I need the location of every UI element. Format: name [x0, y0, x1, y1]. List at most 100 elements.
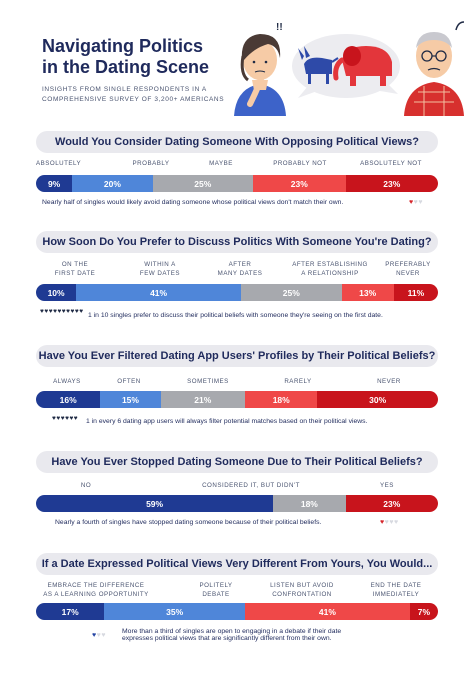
heart-icon: ♥ — [52, 415, 57, 422]
answer-label: CONSIDERED IT, BUT DIDN'T — [202, 482, 300, 489]
bar-segment: 7% — [409, 603, 438, 620]
question-banner: Have You Ever Stopped Dating Someone Due… — [36, 451, 438, 473]
question-text: If a Date Expressed Political Views Very… — [41, 558, 433, 570]
bar-segment: 35% — [104, 603, 246, 620]
bar-segment: 16% — [36, 391, 101, 408]
bar-segment: 11% — [393, 284, 438, 301]
stacked-bar: 16% 15% 21% 18% 30% — [36, 391, 438, 408]
answer-label: PROBABLY NOT — [273, 160, 327, 167]
answer-label: POLITELY DEBATE — [199, 582, 233, 598]
bar-segment: 21% — [160, 391, 246, 408]
heart-icon: ♥ — [96, 632, 102, 639]
insight-note: 1 in every 6 dating app users will alway… — [86, 418, 368, 425]
insight-note: More than a third of singles are open to… — [122, 628, 341, 642]
header: Navigating Politics in the Dating Scene … — [0, 0, 474, 122]
heart-icon: ♥ — [65, 415, 70, 422]
stacked-bar: 59% 18% 23% — [36, 495, 438, 512]
question-text: Have You Ever Stopped Dating Someone Due… — [51, 456, 423, 468]
heart-icon: ♥ — [92, 632, 97, 639]
question-text: Would You Consider Dating Someone With O… — [55, 136, 419, 148]
hearts-rating: ♥♥♥♥♥♥♥♥♥♥ — [40, 308, 84, 315]
hearts-rating: ♥♥♥♥ — [380, 519, 399, 526]
donkey-icon — [298, 46, 339, 84]
bar-segment: 41% — [245, 603, 410, 620]
heart-icon: ♥ — [40, 308, 45, 315]
answer-labels: ABSOLUTELY PROBABLY MAYBE PROBABLY NOT A… — [36, 160, 438, 170]
heart-icon: ♥ — [48, 308, 54, 315]
answer-labels: EMBRACE THE DIFFERENCE AS A LEARNING OPPO… — [36, 582, 438, 600]
insight-note: 1 in 10 singles prefer to discuss their … — [88, 312, 383, 319]
stacked-bar: 10% 41% 25% 13% 11% — [36, 284, 438, 301]
bar-segment: 41% — [76, 284, 241, 301]
answer-labels: ON THE FIRST DATE WITHIN A FEW DATES AFTER… — [36, 261, 438, 279]
heart-icon: ♥ — [57, 308, 62, 315]
question-banner: Would You Consider Dating Someone With O… — [36, 131, 438, 153]
insight-note: Nearly a fourth of singles have stopped … — [55, 519, 322, 526]
heart-icon: ♥ — [73, 415, 79, 422]
heart-icon: ♥ — [60, 415, 66, 422]
heart-icon: ♥ — [53, 308, 58, 315]
answer-label: ABSOLUTELY — [36, 160, 82, 167]
heart-icon: ♥ — [380, 519, 385, 526]
answer-label: OFTEN — [117, 378, 141, 385]
heart-icon: ♥ — [101, 632, 106, 639]
heart-icon: ♥ — [61, 308, 67, 315]
woman-icon: !! — [234, 22, 286, 116]
hearts-rating: ♥♥♥♥♥♥ — [52, 415, 82, 422]
answer-label: AFTER ESTABLISHING A RELATIONSHIP — [292, 261, 368, 277]
heart-icon: ♥ — [413, 199, 419, 206]
couple-arguing-illustration: !! — [234, 21, 465, 116]
bar-segment: 25% — [152, 175, 254, 192]
bar-segment: 9% — [36, 175, 73, 192]
bar-segment: 59% — [36, 495, 274, 512]
question-banner: Have You Ever Filtered Dating App Users'… — [36, 345, 438, 367]
insight-note: Nearly half of singles would likely avoi… — [42, 199, 344, 206]
bar-segment: 18% — [273, 495, 346, 512]
insight-note-line: More than a third of singles are open to… — [122, 628, 342, 635]
man-icon — [404, 21, 465, 116]
heart-icon: ♥ — [69, 415, 74, 422]
bar-segment: 23% — [345, 175, 438, 192]
bar-segment: 23% — [253, 175, 346, 192]
answer-label: NO — [80, 482, 92, 489]
stacked-bar: 17% 35% 41% 7% — [36, 603, 438, 620]
answer-label: PROBABLY — [132, 160, 170, 167]
page-title: Navigating Politics in the Dating Scene — [42, 36, 242, 78]
answer-labels: ALWAYS OFTEN SOMETIMES RARELY NEVER — [36, 378, 438, 388]
answer-label: YES — [380, 482, 394, 489]
question-text: Have You Ever Filtered Dating App Users'… — [38, 350, 436, 362]
heart-icon: ♥ — [393, 519, 399, 526]
bar-segment: 13% — [341, 284, 394, 301]
heart-icon: ♥ — [74, 308, 80, 315]
title-line-2: in the Dating Scene — [42, 57, 210, 77]
subtitle-line-2: COMPREHENSIVE SURVEY OF 3,200+ AMERICANS — [42, 96, 225, 103]
heart-icon: ♥ — [66, 308, 71, 315]
heart-icon: ♥ — [418, 199, 423, 206]
bar-segment: 15% — [100, 391, 161, 408]
bar-segment: 25% — [241, 284, 342, 301]
answer-label: SOMETIMES — [187, 378, 229, 385]
question-banner: How Soon Do You Prefer to Discuss Politi… — [36, 231, 438, 253]
answer-label: AFTER MANY DATES — [217, 261, 263, 277]
stacked-bar: 9% 20% 25% 23% 23% — [36, 175, 438, 192]
hearts-rating: ♥♥♥ — [92, 632, 106, 639]
hearts-rating: ♥♥♥ — [409, 199, 423, 206]
subtitle-line-1: INSIGHTS FROM SINGLE RESPONDENTS IN A — [42, 86, 207, 93]
answer-label: MAYBE — [209, 160, 233, 167]
heart-icon: ♥ — [389, 519, 394, 526]
bar-segment: 17% — [36, 603, 105, 620]
heart-icon: ♥ — [70, 308, 75, 315]
bar-segment: 10% — [36, 284, 77, 301]
bar-segment: 18% — [245, 391, 318, 408]
elephant-icon — [333, 46, 392, 86]
answer-label: ALWAYS — [53, 378, 81, 385]
bar-segment: 20% — [72, 175, 153, 192]
answer-labels: NO CONSIDERED IT, BUT DIDN'T YES — [36, 482, 438, 492]
heart-icon: ♥ — [384, 519, 390, 526]
answer-label: END THE DATE IMMEDIATELY — [370, 582, 422, 598]
answer-label: PREFERABLY NEVER — [385, 261, 431, 277]
answer-label: NEVER — [377, 378, 401, 385]
title-line-1: Navigating Politics — [42, 36, 204, 56]
answer-label: ABSOLUTELY NOT — [360, 160, 422, 167]
bar-segment: 23% — [345, 495, 438, 512]
